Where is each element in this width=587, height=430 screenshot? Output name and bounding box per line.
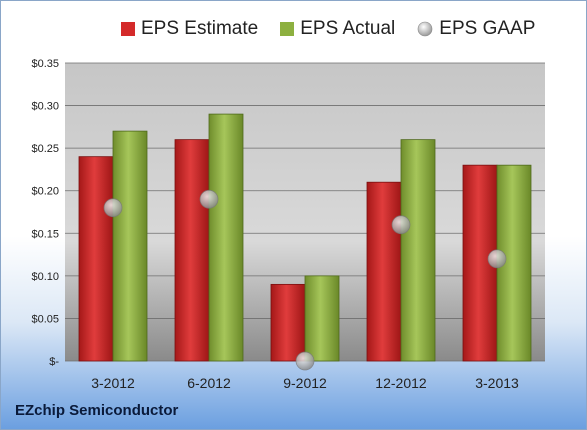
legend-item-eps-actual: EPS Actual [280, 18, 395, 40]
y-axis: $- $0.05 $0.10 $0.15 $0.20 $0.25 $0.30 $0.35 [31, 58, 59, 368]
legend-label-estimate: EPS Estimate [141, 18, 259, 39]
legend-swatch-estimate [121, 22, 135, 36]
gaap-points [103, 189, 507, 371]
y-tick-label: $0.25 [31, 143, 59, 155]
y-tick-label: $0.05 [31, 313, 59, 325]
point-eps-gaap [487, 249, 507, 269]
bar-eps-actual [208, 113, 244, 362]
x-tick-label: 3-2013 [475, 375, 519, 391]
legend-swatch-gaap [417, 21, 433, 37]
bar-eps-estimate [270, 283, 306, 362]
y-tick-label: $0.10 [31, 271, 59, 283]
point-eps-gaap [199, 189, 219, 209]
bar-eps-actual [112, 130, 148, 362]
y-tick-label: $0.15 [31, 228, 59, 240]
y-tick-label: $- [49, 356, 59, 368]
legend-item-eps-gaap: EPS GAAP [417, 18, 535, 40]
bar-eps-estimate [174, 139, 210, 362]
y-tick-label: $0.20 [31, 186, 59, 198]
x-axis: 3-2012 6-2012 9-2012 12-2012 3-2013 [91, 375, 519, 391]
bars [78, 113, 532, 362]
x-tick-label: 12-2012 [375, 375, 427, 391]
point-eps-gaap [391, 215, 411, 235]
x-tick-label: 3-2012 [91, 375, 135, 391]
legend-label-gaap: EPS GAAP [439, 18, 536, 39]
y-tick-label: $0.35 [31, 58, 59, 70]
bar-eps-estimate [366, 181, 402, 362]
company-name: EZchip Semiconductor [15, 402, 179, 419]
y-tick-label: $0.30 [31, 101, 59, 113]
legend: EPS Estimate EPS Actual EPS GAAP [121, 15, 557, 43]
legend-item-eps-estimate: EPS Estimate [121, 18, 258, 40]
legend-swatch-actual [280, 22, 295, 36]
x-tick-label: 9-2012 [283, 375, 327, 391]
point-eps-gaap [295, 351, 315, 371]
bar-eps-actual [400, 139, 436, 362]
legend-label-actual: EPS Actual [300, 18, 396, 39]
bar-eps-estimate [78, 156, 114, 362]
x-tick-label: 6-2012 [187, 375, 231, 391]
bar-eps-actual [304, 275, 340, 362]
point-eps-gaap [103, 198, 123, 218]
